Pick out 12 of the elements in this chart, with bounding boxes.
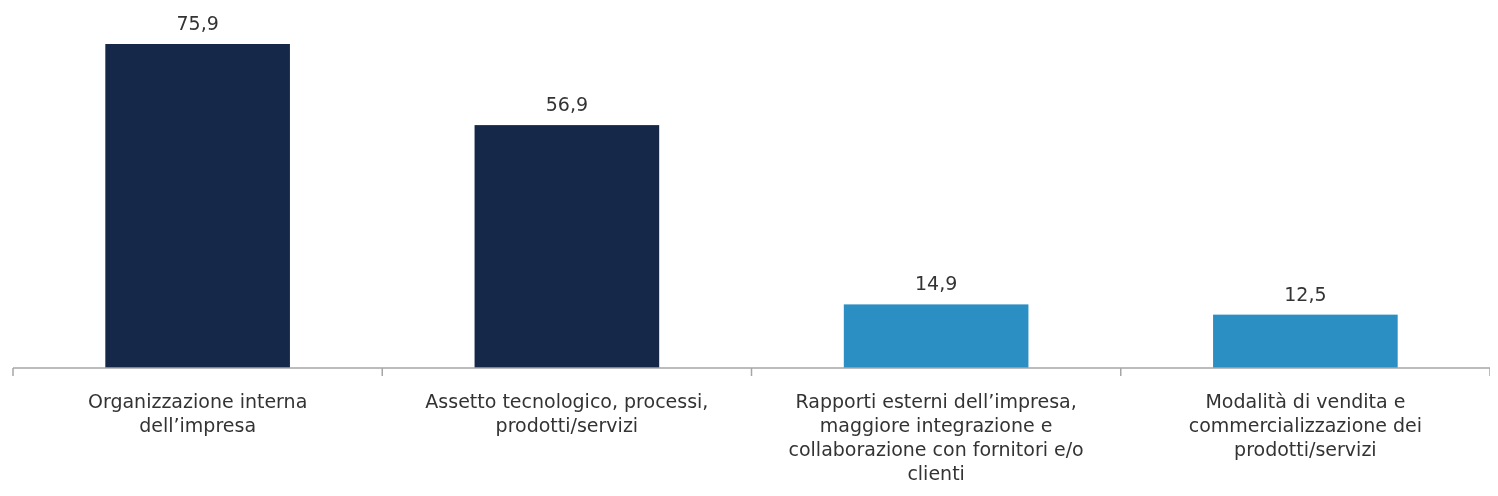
data-label: 75,9 <box>176 12 219 34</box>
x-tick-label: Rapporti esterni dell’impresa, maggiore integrazione e collaborazione con fornitori e/o clienti <box>788 390 1084 484</box>
bar <box>474 125 660 368</box>
data-label: 14,9 <box>914 272 958 295</box>
x-tick-label: Organizzazione interna dell’impresa <box>87 390 308 436</box>
bar <box>1213 314 1398 368</box>
x-tick-label: Modalità di vendita e commercializzazione dei prodotti/servizi <box>1188 390 1423 460</box>
data-label: 56,9 <box>545 93 589 116</box>
bar <box>105 44 290 368</box>
bar <box>843 304 1029 368</box>
data-label: 12,5 <box>1284 282 1327 305</box>
x-tick-label: Assetto tecnologico, processi, prodotti/servizi <box>425 390 709 436</box>
